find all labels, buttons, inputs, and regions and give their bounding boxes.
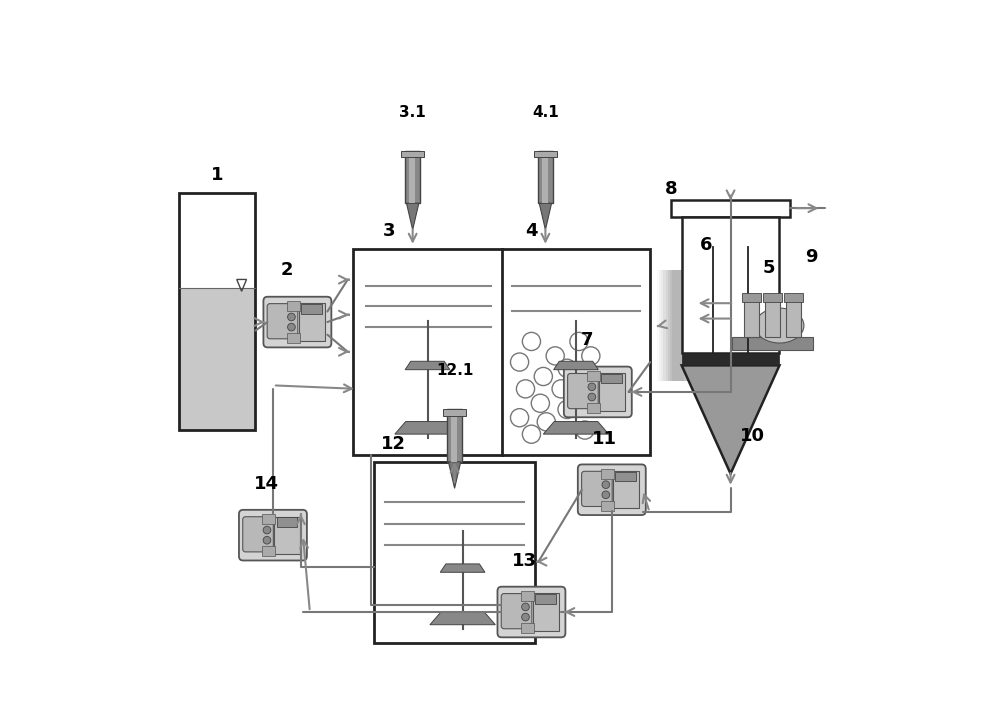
Polygon shape <box>407 204 419 230</box>
Bar <box>732 337 813 350</box>
Circle shape <box>263 537 271 544</box>
Polygon shape <box>448 462 461 489</box>
FancyBboxPatch shape <box>564 367 632 417</box>
Bar <box>521 591 534 601</box>
Circle shape <box>263 526 271 534</box>
Bar <box>274 517 300 554</box>
Ellipse shape <box>755 308 804 343</box>
Bar <box>535 595 556 604</box>
Text: 14: 14 <box>253 475 278 493</box>
Bar <box>599 373 625 411</box>
Polygon shape <box>539 204 552 230</box>
Bar <box>587 371 600 381</box>
Circle shape <box>288 313 295 321</box>
Circle shape <box>288 323 295 331</box>
Text: 11: 11 <box>592 431 617 448</box>
Bar <box>763 293 782 303</box>
Bar <box>538 151 553 204</box>
Polygon shape <box>682 366 779 474</box>
Bar <box>353 249 650 455</box>
Bar <box>682 216 779 353</box>
Text: 3: 3 <box>383 222 395 240</box>
Circle shape <box>522 603 529 611</box>
FancyBboxPatch shape <box>501 594 532 629</box>
Bar <box>179 193 255 431</box>
Bar <box>587 403 600 413</box>
Bar <box>671 200 790 216</box>
Text: 13: 13 <box>512 552 537 570</box>
Bar <box>533 593 559 631</box>
Text: 4.1: 4.1 <box>532 105 559 120</box>
Bar <box>613 471 639 508</box>
Circle shape <box>602 481 610 489</box>
Bar <box>682 353 779 366</box>
Bar <box>663 269 693 382</box>
Bar <box>287 301 300 311</box>
Bar <box>615 472 636 481</box>
Bar <box>447 409 462 462</box>
Bar <box>521 623 534 633</box>
FancyBboxPatch shape <box>497 587 565 637</box>
Bar <box>534 151 557 157</box>
Bar <box>784 293 803 303</box>
Bar <box>277 518 297 527</box>
FancyBboxPatch shape <box>239 510 307 561</box>
Bar <box>299 303 325 341</box>
Text: 6: 6 <box>700 236 712 255</box>
Polygon shape <box>395 421 460 434</box>
Polygon shape <box>430 612 495 625</box>
Text: 5: 5 <box>763 259 775 277</box>
Bar <box>443 409 466 416</box>
Bar <box>786 296 801 337</box>
FancyBboxPatch shape <box>582 472 612 506</box>
Text: 4: 4 <box>525 222 538 240</box>
Polygon shape <box>405 361 450 370</box>
Text: 8: 8 <box>665 180 677 198</box>
Bar <box>451 409 457 462</box>
Bar <box>601 374 622 383</box>
Text: 1: 1 <box>211 166 223 185</box>
Bar <box>401 151 424 157</box>
Bar <box>661 269 695 382</box>
Text: 7: 7 <box>581 331 594 349</box>
Bar <box>765 296 780 337</box>
Bar <box>542 151 548 204</box>
Bar <box>657 269 699 382</box>
Bar <box>301 304 322 314</box>
Bar <box>179 288 255 431</box>
Bar <box>601 501 614 510</box>
Bar <box>601 469 614 479</box>
Circle shape <box>588 393 596 401</box>
Polygon shape <box>554 361 598 370</box>
Circle shape <box>588 383 596 391</box>
Bar <box>668 269 689 382</box>
FancyBboxPatch shape <box>243 517 273 552</box>
FancyBboxPatch shape <box>578 464 646 515</box>
Bar <box>744 296 759 337</box>
Bar <box>672 269 684 382</box>
Text: 2: 2 <box>281 261 293 279</box>
Bar <box>262 514 275 524</box>
Circle shape <box>522 613 529 621</box>
Bar <box>666 269 691 382</box>
Bar <box>405 151 420 204</box>
Text: 10: 10 <box>740 427 765 445</box>
Bar <box>742 293 761 303</box>
Bar <box>659 269 697 382</box>
Circle shape <box>602 491 610 498</box>
Polygon shape <box>543 421 609 434</box>
Bar <box>262 547 275 556</box>
Text: 12: 12 <box>381 436 406 453</box>
Bar <box>409 151 415 204</box>
FancyBboxPatch shape <box>568 373 598 409</box>
Polygon shape <box>440 564 485 572</box>
Text: 3.1: 3.1 <box>399 105 426 120</box>
Bar <box>287 333 300 343</box>
Text: 9: 9 <box>805 248 817 267</box>
FancyBboxPatch shape <box>267 303 298 339</box>
Bar <box>374 462 535 643</box>
Text: 12.1: 12.1 <box>436 363 473 378</box>
FancyBboxPatch shape <box>263 297 331 347</box>
Bar <box>670 269 687 382</box>
